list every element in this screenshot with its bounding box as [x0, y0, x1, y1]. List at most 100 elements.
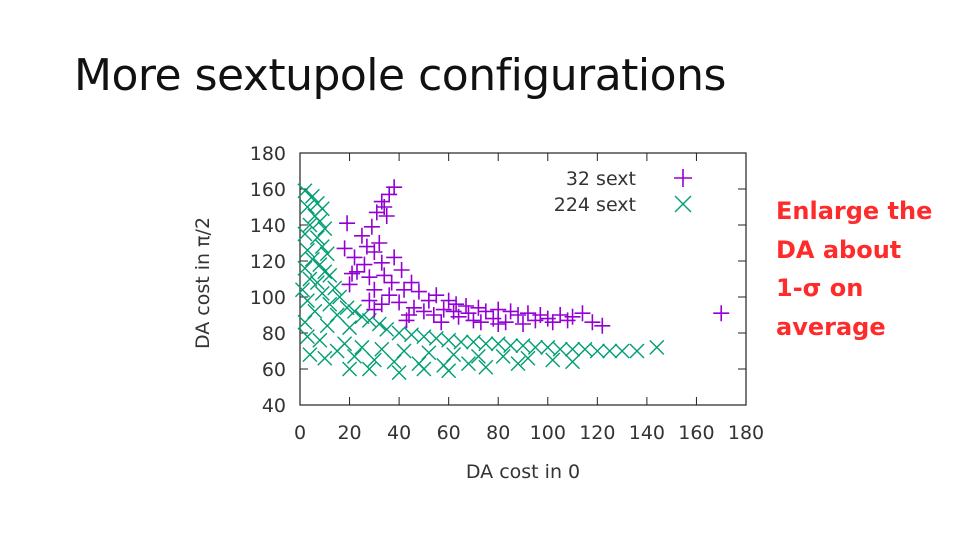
x-tick-label: 120 [579, 422, 615, 444]
note-line: Enlarge the [776, 197, 933, 225]
data-point-cross [302, 271, 318, 287]
data-point-plus [458, 298, 475, 314]
data-point-plus [460, 305, 477, 322]
data-point-plus [510, 307, 527, 323]
data-point-cross [354, 339, 370, 355]
data-point-cross [322, 296, 338, 312]
y-tick-label: 60 [262, 359, 286, 381]
data-point-cross [490, 336, 506, 352]
data-point-plus [490, 316, 507, 332]
data-point-plus [356, 256, 373, 273]
legend: 32 sext 224 sext [554, 168, 692, 216]
data-point-plus [470, 299, 487, 316]
data-point-cross [342, 320, 358, 336]
data-point-plus [366, 281, 383, 298]
data-point-cross [302, 347, 318, 363]
x-tick-label: 140 [629, 422, 665, 444]
data-point-plus [433, 314, 450, 331]
data-point-cross [299, 293, 315, 309]
data-point-cross [314, 239, 330, 255]
data-point-cross [297, 260, 313, 276]
legend-marker-plus [674, 169, 692, 187]
data-point-cross [629, 343, 645, 359]
x-tick-label: 20 [337, 422, 361, 444]
data-point-plus [371, 235, 388, 251]
data-point-cross [470, 348, 486, 364]
data-point-plus [344, 265, 361, 282]
data-point-cross [327, 280, 343, 296]
data-point-plus [386, 249, 403, 266]
data-point-cross [366, 352, 382, 368]
data-point-cross [540, 339, 556, 355]
data-point-plus [339, 215, 356, 232]
data-point-cross [347, 348, 363, 364]
data-point-plus [515, 316, 531, 332]
y-tick-label: 100 [250, 287, 286, 309]
note-line: average [776, 312, 886, 341]
annotation-note: Enlarge the DA about 1-σ on average [776, 192, 951, 346]
data-point-cross [391, 325, 407, 341]
data-point-cross [510, 356, 526, 372]
data-point-cross [299, 199, 315, 215]
data-point-plus [361, 292, 378, 309]
data-point-plus [584, 314, 601, 331]
x-tick-label: 100 [530, 422, 566, 444]
data-point-cross [565, 341, 581, 357]
data-point-cross [347, 303, 363, 319]
y-tick-label: 120 [250, 251, 286, 273]
data-point-cross [379, 321, 395, 337]
data-point-cross [304, 251, 320, 267]
data-point-cross [304, 188, 320, 204]
data-point-plus [398, 312, 415, 329]
data-point-plus [366, 301, 383, 318]
data-point-plus [559, 312, 576, 329]
series-224-sext [294, 183, 665, 381]
data-point-cross [527, 339, 543, 355]
data-point-plus [383, 274, 400, 291]
data-point-cross [649, 339, 665, 355]
data-point-plus [336, 240, 353, 257]
data-point-cross [309, 275, 325, 291]
data-point-plus [502, 303, 519, 320]
y-tick-label: 40 [262, 395, 286, 417]
data-point-cross [428, 330, 444, 346]
data-point-cross [404, 327, 419, 343]
x-tick-label: 40 [387, 422, 411, 444]
data-point-plus [497, 314, 514, 331]
data-point-cross [317, 221, 333, 237]
data-point-cross [339, 300, 355, 316]
data-point-plus [353, 227, 370, 244]
data-point-plus [378, 208, 395, 224]
legend-label: 224 sext [554, 194, 636, 216]
data-point-cross [441, 332, 457, 348]
y-tick-label: 80 [262, 323, 286, 345]
data-point-cross [520, 350, 536, 366]
data-point-cross [495, 348, 511, 364]
plot-frame [299, 152, 747, 406]
data-point-plus [381, 186, 398, 203]
data-point-plus [713, 305, 730, 322]
data-point-cross [391, 365, 407, 381]
data-point-cross [465, 334, 481, 350]
data-point-plus [373, 254, 390, 271]
data-point-cross [565, 354, 581, 370]
data-point-cross [602, 343, 618, 359]
data-point-cross [297, 314, 313, 330]
data-point-plus [403, 274, 420, 291]
data-point-cross [297, 226, 313, 242]
x-tick-label: 60 [437, 422, 461, 444]
data-point-plus [396, 281, 413, 298]
data-point-plus [594, 317, 611, 334]
series-layer [294, 179, 730, 381]
data-point-plus [346, 249, 363, 266]
data-point-cross [478, 336, 494, 352]
data-point-plus [435, 301, 452, 318]
data-point-plus [361, 269, 378, 286]
data-point-cross [614, 343, 630, 359]
data-point-plus [477, 303, 494, 320]
data-point-cross [503, 338, 519, 354]
data-point-plus [544, 314, 561, 331]
data-point-cross [312, 332, 328, 348]
